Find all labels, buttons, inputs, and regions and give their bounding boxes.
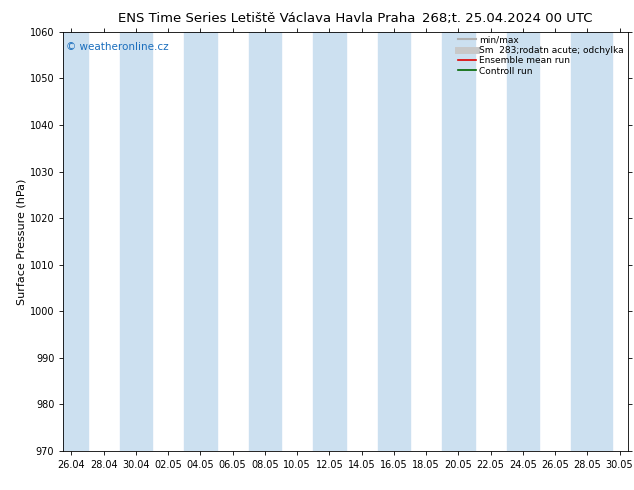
Y-axis label: Surface Pressure (hPa): Surface Pressure (hPa) bbox=[17, 178, 27, 304]
Bar bbox=[378, 32, 410, 451]
Text: 268;t. 25.04.2024 00 UTC: 268;t. 25.04.2024 00 UTC bbox=[422, 12, 592, 25]
Text: ENS Time Series Letiště Václava Havla Praha: ENS Time Series Letiště Václava Havla Pr… bbox=[117, 12, 415, 25]
Bar bbox=[249, 32, 281, 451]
Text: © weatheronline.cz: © weatheronline.cz bbox=[66, 42, 169, 52]
Bar bbox=[313, 32, 346, 451]
Bar bbox=[120, 32, 152, 451]
Bar bbox=[507, 32, 539, 451]
Legend: min/max, Sm  283;rodatn acute; odchylka, Ensemble mean run, Controll run: min/max, Sm 283;rodatn acute; odchylka, … bbox=[456, 34, 626, 77]
Bar bbox=[63, 32, 87, 451]
Bar bbox=[184, 32, 217, 451]
Bar bbox=[443, 32, 474, 451]
Bar bbox=[571, 32, 612, 451]
